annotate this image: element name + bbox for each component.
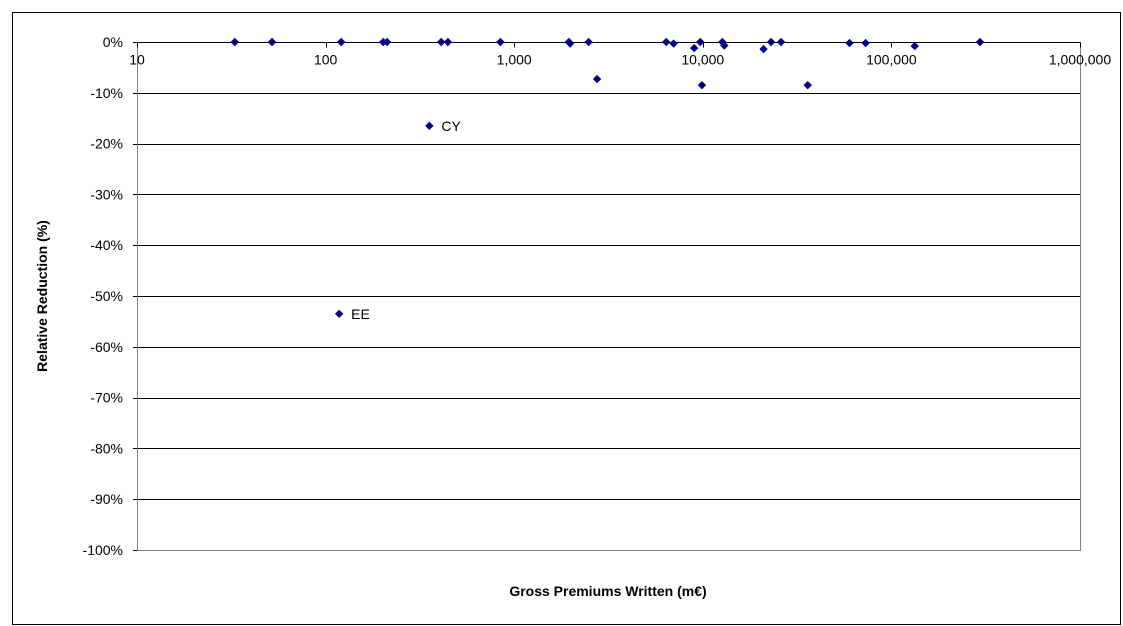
data-point	[436, 37, 446, 47]
data-point	[697, 80, 707, 90]
x-tick-label: 1,000,000	[1049, 52, 1111, 68]
data-point	[382, 37, 392, 47]
data-points: EE CY	[230, 37, 985, 322]
data-point	[662, 37, 671, 47]
data-point	[337, 37, 346, 47]
x-tick-label: 10	[129, 52, 145, 68]
y-tick-label: -100%	[83, 542, 123, 558]
y-axis-title: Relative Reduction (%)	[34, 220, 50, 372]
y-tick-label: 0%	[103, 34, 123, 50]
y-tick-label: -20%	[90, 136, 123, 152]
x-tick-label: 100,000	[866, 52, 917, 68]
data-point	[845, 38, 854, 48]
y-tick-label: -60%	[90, 339, 123, 355]
data-point	[718, 37, 727, 47]
data-point	[759, 44, 768, 54]
y-tick-label: -10%	[90, 85, 123, 101]
data-point	[696, 37, 705, 47]
chart-border	[12, 12, 1121, 625]
data-point	[267, 37, 277, 47]
data-point	[425, 121, 434, 131]
x-tick-label: 100	[314, 52, 338, 68]
data-point-label: EE	[351, 306, 370, 322]
data-point	[720, 41, 729, 50]
x-axis-title: Gross Premiums Written (m€)	[509, 583, 706, 599]
gridlines	[137, 93, 1080, 551]
data-point	[334, 309, 344, 318]
y-tick-label: -30%	[90, 186, 123, 202]
data-point	[910, 41, 919, 51]
y-tick-label: -70%	[90, 390, 123, 406]
x-tick-label: 10,000	[681, 52, 724, 68]
y-axis-ticks: 0% -10% -20% -30% -40% -50% -60% -70% -80% -90% -1…	[83, 34, 137, 558]
data-point	[584, 37, 593, 47]
y-tick-label: -80%	[90, 440, 123, 456]
y-tick-label: -40%	[90, 237, 123, 253]
y-tick-label: -50%	[90, 288, 123, 304]
data-point	[689, 43, 699, 53]
data-point	[975, 37, 985, 47]
data-point	[803, 80, 812, 90]
data-point	[230, 37, 239, 47]
x-axis-ticks: 10 100 1,000 10,000 100,000 1,000,000	[129, 42, 1111, 68]
data-point	[669, 39, 678, 48]
data-point	[496, 37, 505, 47]
data-point	[776, 37, 786, 47]
data-point	[861, 38, 870, 48]
x-tick-label: 1,000	[497, 52, 532, 68]
y-tick-label: -90%	[90, 491, 123, 507]
data-point	[766, 37, 776, 47]
data-point	[592, 74, 602, 84]
data-point	[565, 39, 575, 48]
data-point	[443, 37, 453, 47]
data-point-label: CY	[441, 118, 461, 134]
